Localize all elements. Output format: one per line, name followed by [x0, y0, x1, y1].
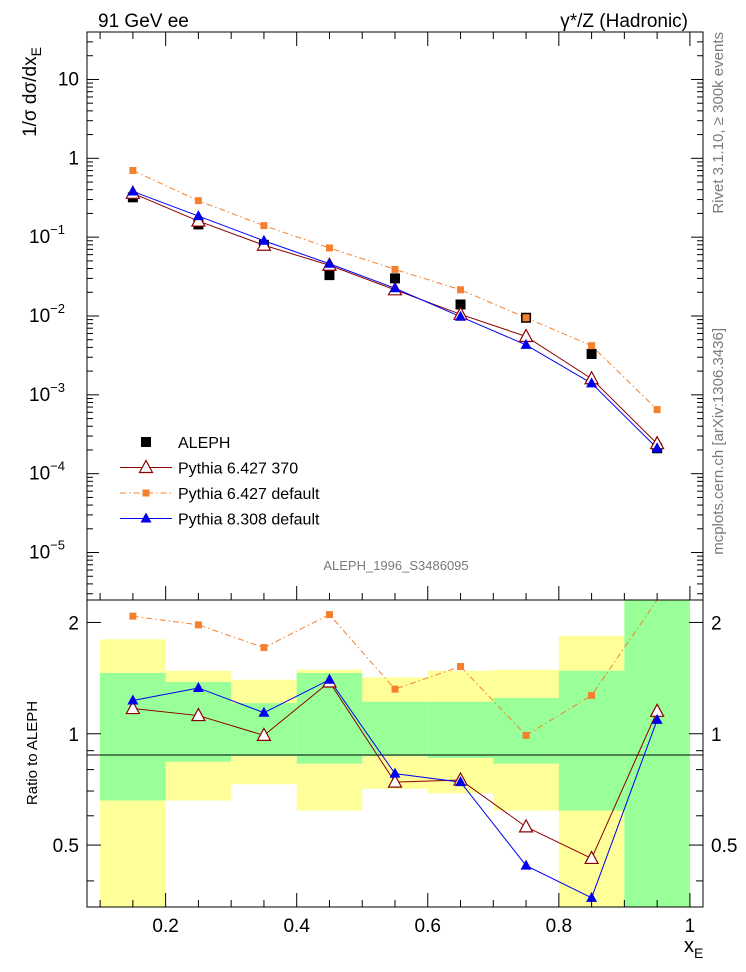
ratio-point [256, 727, 272, 741]
legend-marker [140, 512, 152, 523]
x-tick-label: 0.6 [415, 916, 441, 937]
ratio-point [192, 681, 204, 692]
ratio-point [325, 611, 333, 619]
ratio-point [129, 612, 137, 620]
ratio-point [522, 731, 530, 739]
inner-band [296, 672, 363, 764]
inner-band [165, 682, 232, 762]
top-y-tick-label: 10−4 [29, 459, 65, 485]
x-tick-label: 0.2 [152, 916, 178, 937]
top-axes: 10−5 10−4 10−3 10−2 10−1 1 10 [29, 31, 703, 600]
ratio-y-tick-label: 0.5 [53, 836, 79, 857]
data-point [260, 222, 268, 230]
ratio-point [190, 707, 206, 722]
data-point [127, 185, 139, 196]
data-point [258, 234, 270, 245]
ratio-point [457, 663, 465, 671]
x-tick-label: 0.8 [546, 916, 572, 937]
inner-band [558, 670, 625, 811]
data-point [522, 314, 530, 322]
ratio-point [588, 691, 596, 699]
inner-band [427, 701, 494, 758]
data-point [520, 338, 532, 349]
ratio-point [518, 818, 534, 833]
data-point [651, 442, 663, 453]
legend-marker [141, 437, 151, 447]
ratio-uncertainty-bands [100, 600, 690, 907]
inner-band [362, 701, 428, 757]
ratio-y-axis-label: Ratio to ALEPH [24, 701, 41, 805]
series-line [132, 190, 658, 449]
data-point [653, 406, 661, 414]
ratio-point [389, 767, 401, 778]
series-line [132, 192, 658, 445]
top-panel: 10−5 10−4 10−3 10−2 10−1 1 10 1/σ dσ/dxE ALEPH… [20, 31, 704, 601]
top-panel-data [125, 167, 665, 454]
x-tick-label: 0.4 [283, 916, 310, 937]
data-point [455, 299, 466, 310]
legend-label: ALEPH [178, 435, 230, 452]
ratio-point [125, 700, 141, 715]
ratio-axes: 0.2 0.4 0.6 0.8 1 0.5 0.5 1 1 2 2 [53, 613, 738, 937]
top-y-axis-label: 1/σ dσ/dxE [20, 47, 44, 137]
ratio-point [194, 621, 202, 629]
ratio-point [127, 694, 139, 705]
top-y-tick-label: 10−5 [29, 538, 65, 564]
process-label: 91 GeV ee [98, 11, 189, 32]
ratio-y-tick-label-right: 0.5 [711, 836, 737, 857]
channel-label: γ*/Z (Hadronic) [560, 11, 688, 32]
data-point [391, 265, 399, 273]
legend-label: Pythia 8.308 default [178, 512, 320, 529]
ratio-y-tick-label-right: 2 [711, 613, 722, 634]
data-point [586, 377, 598, 388]
legend-marker [138, 459, 154, 474]
ratio-point [323, 673, 335, 684]
top-y-tick-label: 10−2 [29, 301, 65, 327]
legend-label: Pythia 6.427 default [178, 486, 320, 503]
ratio-point [260, 644, 268, 652]
analysis-id: ALEPH_1996_S3486095 [323, 558, 468, 573]
ratio-point [586, 891, 598, 902]
data-point [455, 310, 467, 321]
legend-marker [142, 489, 150, 497]
inner-band [624, 600, 690, 907]
ratio-panel-data [125, 599, 665, 902]
data-point [586, 348, 597, 359]
top-y-tick-label: 1 [68, 148, 79, 169]
top-y-tick-label: 10−3 [29, 380, 65, 406]
data-point [588, 342, 596, 350]
ratio-y-tick-label: 1 [68, 725, 79, 746]
ratio-y-tick-label-right: 1 [711, 725, 722, 746]
ratio-point [520, 859, 532, 870]
data-point [324, 270, 335, 281]
ratio-point [387, 773, 403, 788]
ratio-point [584, 850, 600, 865]
legend: ALEPH Pythia 6.427 370 Pythia 6.427 defaul… [120, 435, 320, 529]
data-point [129, 167, 137, 175]
inner-band [493, 697, 559, 764]
top-y-tick-label: 10−1 [29, 222, 65, 248]
top-y-tick-label: 10 [58, 69, 79, 90]
ratio-point [391, 685, 399, 693]
data-point [194, 197, 202, 205]
ratio-point [455, 776, 467, 787]
rivet-label: Rivet 3.1.10, ≥ 300k events [710, 32, 727, 214]
ratio-point [651, 713, 663, 724]
data-point [389, 282, 401, 293]
data-point [457, 286, 465, 294]
x-axis-label: xE [684, 935, 703, 961]
data-point [192, 210, 204, 221]
ratio-point [258, 706, 270, 717]
data-point [325, 244, 333, 252]
data-point [390, 273, 400, 284]
mcplots-label: mcplots.cern.ch [arXiv:1306.3436] [710, 328, 727, 555]
x-tick-label: 1 [685, 916, 696, 937]
ratio-y-tick-label: 2 [68, 613, 79, 634]
ratio-panel: 0.2 0.4 0.6 0.8 1 0.5 0.5 1 1 2 2 Ratio to ALEPH x… [24, 599, 738, 961]
data-point [323, 257, 335, 268]
inner-band [100, 672, 166, 801]
legend-label: Pythia 6.427 370 [178, 461, 298, 478]
